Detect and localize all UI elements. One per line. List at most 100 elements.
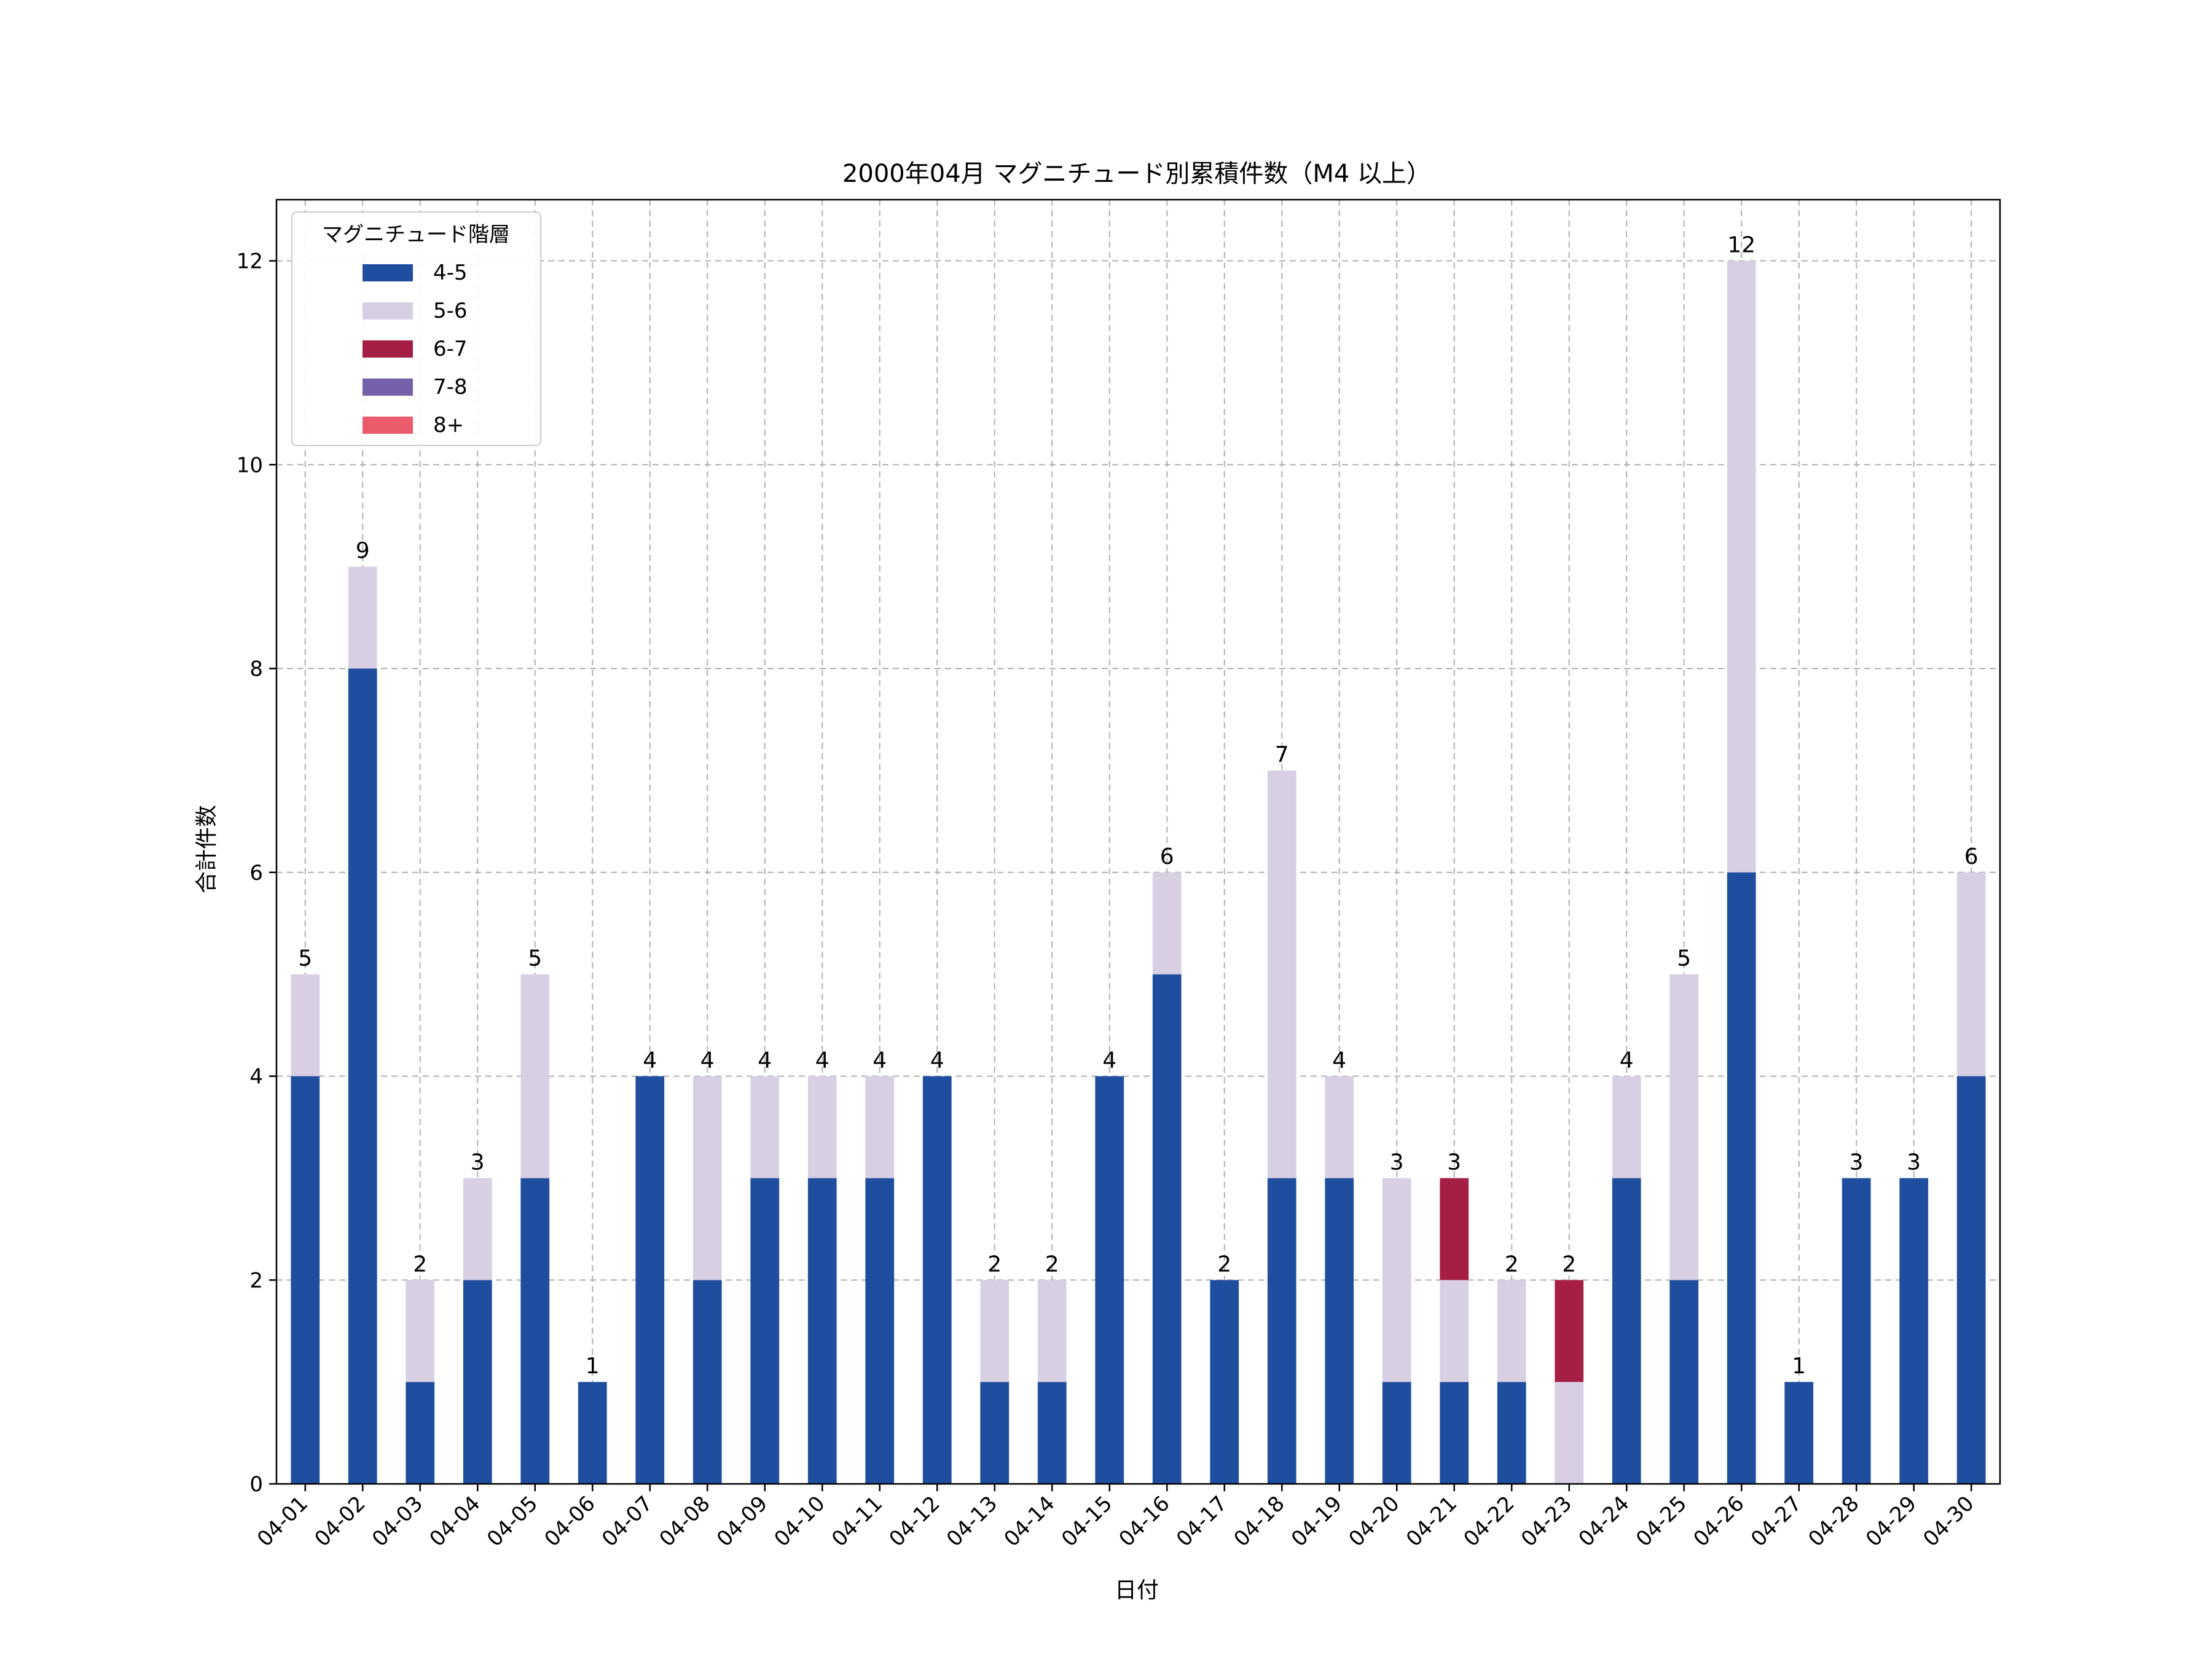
bar-segment — [578, 1382, 607, 1484]
legend-entry-label: 7-8 — [433, 375, 468, 399]
bar-total-label: 4 — [758, 1048, 772, 1073]
bar-segment — [693, 1280, 722, 1484]
bar-total-label: 4 — [700, 1048, 715, 1073]
bar-total-label: 5 — [1677, 946, 1691, 971]
legend-entry-label: 4-5 — [433, 261, 468, 285]
bar-segment — [1268, 1178, 1296, 1484]
bar-segment — [1555, 1382, 1583, 1484]
legend-entry-label: 6-7 — [433, 337, 468, 361]
bar-segment — [750, 1178, 779, 1484]
y-tick-label: 10 — [237, 453, 263, 477]
y-tick-label: 4 — [249, 1065, 263, 1089]
y-tick-label: 6 — [249, 861, 263, 885]
bar-segment — [1038, 1280, 1067, 1382]
bar-total-label: 4 — [930, 1048, 944, 1073]
bar-segment — [1612, 1077, 1641, 1179]
bar-segment — [1957, 1077, 1986, 1484]
x-axis-label: 日付 — [1115, 1578, 1159, 1603]
bar-segment — [1784, 1382, 1813, 1484]
legend-entry-label: 5-6 — [433, 299, 468, 323]
bar-total-label: 4 — [815, 1048, 830, 1073]
bar-segment — [1669, 975, 1698, 1281]
bar-segment — [1440, 1280, 1469, 1382]
bar-segment — [1555, 1280, 1583, 1382]
bar-total-label: 2 — [1217, 1252, 1231, 1277]
bar-segment — [980, 1382, 1009, 1484]
bar-total-label: 4 — [1332, 1048, 1346, 1073]
bar-segment — [1325, 1178, 1354, 1484]
bar-segment — [980, 1280, 1009, 1382]
legend-swatch — [363, 264, 413, 281]
bar-segment — [1382, 1178, 1411, 1382]
bar-segment — [406, 1280, 434, 1382]
legend-title: マグニチュード階層 — [322, 222, 510, 247]
bar-segment — [1153, 975, 1182, 1484]
legend-swatch — [363, 302, 413, 320]
legend-swatch — [363, 340, 413, 358]
bar-segment — [923, 1077, 952, 1484]
bar-total-label: 2 — [413, 1252, 427, 1277]
bar-segment — [348, 669, 377, 1484]
legend: マグニチュード階層 4-5 5-6 6-7 7-8 8+ — [292, 212, 541, 445]
bar-total-label: 5 — [528, 946, 542, 971]
legend-entry-label: 8+ — [433, 413, 464, 437]
bar-segment — [808, 1178, 837, 1484]
bar-total-label: 2 — [1045, 1252, 1059, 1277]
bar-total-label: 3 — [1907, 1150, 1921, 1175]
y-tick-label: 12 — [237, 249, 263, 274]
bar-segment — [1440, 1382, 1469, 1484]
bar-segment — [1440, 1178, 1469, 1280]
y-axis-label: 合計件数 — [194, 805, 219, 893]
bar-segment — [463, 1178, 492, 1280]
bar-total-label: 2 — [987, 1252, 1002, 1277]
bar-total-label: 5 — [298, 946, 312, 971]
bar-total-label: 3 — [1849, 1150, 1864, 1175]
bar-segment — [1497, 1382, 1526, 1484]
bar-segment — [1842, 1178, 1871, 1484]
bar-total-label: 1 — [1792, 1354, 1806, 1379]
legend-swatch — [363, 378, 413, 396]
bar-segment — [348, 567, 377, 669]
legend-box — [292, 212, 541, 445]
bar-segment — [520, 975, 549, 1179]
bar-total-label: 3 — [1447, 1150, 1461, 1175]
bar-segment — [1268, 771, 1296, 1178]
y-tick-label: 2 — [249, 1268, 263, 1293]
bar-segment — [291, 975, 320, 1077]
y-tick-label: 8 — [249, 657, 263, 681]
bar-segment — [865, 1178, 894, 1484]
bar-total-label: 3 — [471, 1150, 485, 1175]
bar-segment — [1325, 1077, 1354, 1179]
bar-segment — [1497, 1280, 1526, 1382]
bar-segment — [635, 1077, 664, 1484]
bar-segment — [693, 1077, 722, 1281]
bar-total-label: 4 — [1102, 1048, 1116, 1073]
bar-segment — [808, 1077, 837, 1179]
bar-total-label: 6 — [1964, 844, 1979, 869]
bar-segment — [1382, 1382, 1411, 1484]
bar-segment — [1727, 261, 1756, 873]
bar-total-label: 12 — [1727, 233, 1755, 258]
bar-segment — [1153, 873, 1182, 975]
bar-segment — [1957, 873, 1986, 1077]
bar-total-label: 4 — [873, 1048, 887, 1073]
bar-segment — [1095, 1077, 1124, 1484]
bar-total-label: 4 — [1620, 1048, 1634, 1073]
bar-segment — [1727, 873, 1756, 1484]
bar-segment — [1612, 1178, 1641, 1484]
bar-total-label: 4 — [643, 1048, 657, 1073]
bar-segment — [463, 1280, 492, 1484]
bar-total-label: 2 — [1562, 1252, 1576, 1277]
bar-segment — [406, 1382, 434, 1484]
bar-segment — [865, 1077, 894, 1179]
legend-swatch — [363, 417, 413, 434]
bar-total-label: 2 — [1505, 1252, 1519, 1277]
bar-total-label: 6 — [1160, 844, 1174, 869]
bar-segment — [1038, 1382, 1067, 1484]
bar-total-label: 9 — [356, 538, 370, 563]
chart-title: 2000年04月 マグニチュード別累積件数（M4 以上） — [842, 160, 1431, 188]
bar-segment — [1210, 1280, 1239, 1484]
bar-segment — [520, 1178, 549, 1484]
bar-total-label: 3 — [1390, 1150, 1404, 1175]
